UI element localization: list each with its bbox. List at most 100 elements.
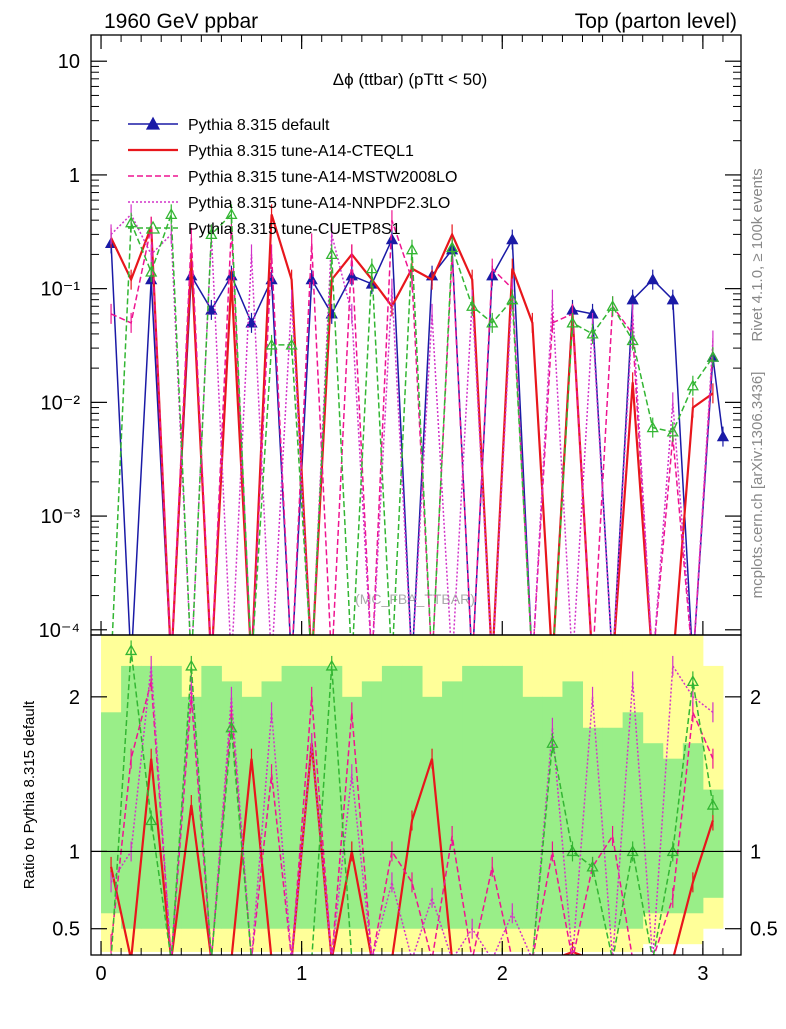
ratio-y-tick-label-right-1: 1 (750, 841, 761, 863)
band-green-19 (482, 665, 503, 929)
legend-marker-0 (145, 116, 161, 130)
main-marker-4-6 (225, 208, 238, 220)
main-marker-4-15 (405, 243, 419, 255)
band-green-27 (642, 743, 664, 914)
main-marker-4-25 (606, 299, 619, 311)
ratio-marker-3-11 (325, 659, 338, 671)
ratio-marker-3-1 (125, 644, 138, 656)
band-green-26 (622, 712, 644, 929)
main-marker-4-1 (125, 216, 138, 228)
band-green-18 (462, 665, 483, 929)
band-green-24 (582, 727, 604, 929)
band-green-2 (141, 665, 162, 929)
main-marker-4-17 (446, 241, 459, 253)
band-green-10 (301, 665, 323, 929)
main-marker-0-31 (716, 430, 730, 442)
main-marker-4-30 (706, 350, 720, 362)
y-tick-label-1: 1 (69, 165, 80, 187)
main-marker-4-28 (666, 425, 679, 437)
main-marker-4-9 (285, 338, 298, 350)
band-green-6 (221, 681, 242, 929)
band-green-12 (341, 696, 363, 929)
y-tick-label-4: 10⁻³ (41, 506, 81, 528)
x-tick-label-2: 2 (497, 963, 508, 985)
x-tick-label-0: 0 (95, 963, 106, 985)
band-green-5 (201, 665, 222, 929)
main-marker-4-13 (365, 262, 378, 274)
ratio-series (110, 640, 720, 955)
ratio-marker-3-6 (225, 721, 238, 733)
main-marker-4-27 (646, 421, 659, 433)
ratio-y-tick-label-0: 0.5 (52, 919, 80, 941)
y-tick-label-0: 10 (58, 51, 80, 73)
ratio-marker-3-2 (145, 814, 158, 826)
main-marker-4-20 (506, 293, 519, 305)
band-green-16 (422, 696, 443, 929)
legend-label-1: Pythia 8.315 tune-A14-CTEQL1 (188, 143, 414, 160)
mcplots-label: mcplots.cern.ch [arXiv:1306.3436] (749, 372, 766, 599)
main-marker-4-19 (486, 316, 499, 328)
ratio-bands (101, 635, 724, 952)
main-marker-4-23 (566, 316, 579, 328)
x-tick-label-3: 3 (697, 963, 708, 985)
legend: Pythia 8.315 default Pythia 8.315 tune-A1… (128, 116, 457, 238)
main-marker-0-10 (305, 273, 318, 285)
ratio-y-tick-label-right-2: 2 (750, 687, 761, 709)
band-green-14 (381, 665, 403, 929)
main-marker-0-26 (626, 293, 639, 305)
ratio-marker-3-29 (686, 675, 699, 687)
main-marker-4-29 (686, 379, 699, 391)
band-green-29 (682, 743, 704, 914)
main-marker-0-12 (345, 269, 358, 281)
rivet-label: Rivet 4.1.0, ≥ 100k events (749, 168, 766, 341)
legend-marker-4 (145, 220, 161, 234)
ratio-marker-3-4 (185, 659, 198, 671)
main-marker-0-7 (245, 316, 258, 328)
y-tick-label-3: 10⁻² (41, 392, 81, 414)
main-marker-0-20 (506, 233, 519, 245)
band-green-9 (281, 665, 303, 929)
legend-label-0: Pythia 8.315 default (188, 117, 330, 134)
main-marker-4-5 (205, 228, 218, 240)
axis-ticks: 0 1 2 3 10 1 10⁻¹ 10⁻² 10⁻³ 10⁻⁴ 0.5 0.5 1 1 2 2 (39, 35, 778, 985)
y-tick-label-2: 10⁻¹ (41, 279, 81, 301)
x-tick-label-1: 1 (296, 963, 307, 985)
ratio-y-tick-label-2: 2 (69, 687, 80, 709)
band-green-13 (361, 681, 383, 929)
band-green-8 (261, 681, 283, 929)
band-green-21 (522, 696, 543, 929)
legend-label-2: Pythia 8.315 tune-A14-MSTW2008LO (188, 169, 457, 186)
y-tick-label-5: 10⁻⁴ (39, 620, 80, 642)
main-marker-4-24 (586, 327, 599, 339)
main-marker-0-5 (205, 303, 218, 315)
plot-title: Δϕ (ttbar) (pTtt < 50) (333, 70, 488, 89)
band-green-20 (502, 665, 523, 929)
main-marker-4-18 (466, 299, 479, 311)
ratio-frame (90, 634, 742, 956)
main-marker-0-27 (646, 273, 659, 285)
main-marker-4-2 (145, 265, 158, 277)
band-green-3 (161, 665, 182, 929)
ratio-ylabel: Ratio to Pythia 8.315 default (21, 700, 38, 889)
main-marker-4-3 (165, 208, 178, 220)
main-marker-0-28 (666, 293, 679, 305)
band-green-15 (401, 665, 423, 929)
legend-label-4: Pythia 8.315 tune-CUETP8S1 (188, 221, 401, 238)
main-marker-0-14 (385, 233, 399, 245)
ratio-y-tick-label-1: 1 (69, 841, 80, 863)
main-series (104, 204, 730, 635)
main-marker-4-26 (626, 334, 639, 346)
band-green-30 (702, 789, 724, 898)
ratio-y-tick-label-right-0: 0.5 (750, 919, 778, 941)
main-marker-4-8 (265, 338, 278, 350)
band-green-23 (562, 681, 584, 929)
ratio-marker-3-22 (546, 736, 559, 748)
ratio-marker-3-30 (706, 798, 720, 810)
band-green-0 (101, 712, 122, 914)
header-left: 1960 GeV ppbar (104, 10, 258, 33)
ratio-marker-3-24 (586, 860, 599, 872)
band-green-7 (241, 696, 263, 929)
header-right: Top (parton level) (575, 10, 737, 33)
